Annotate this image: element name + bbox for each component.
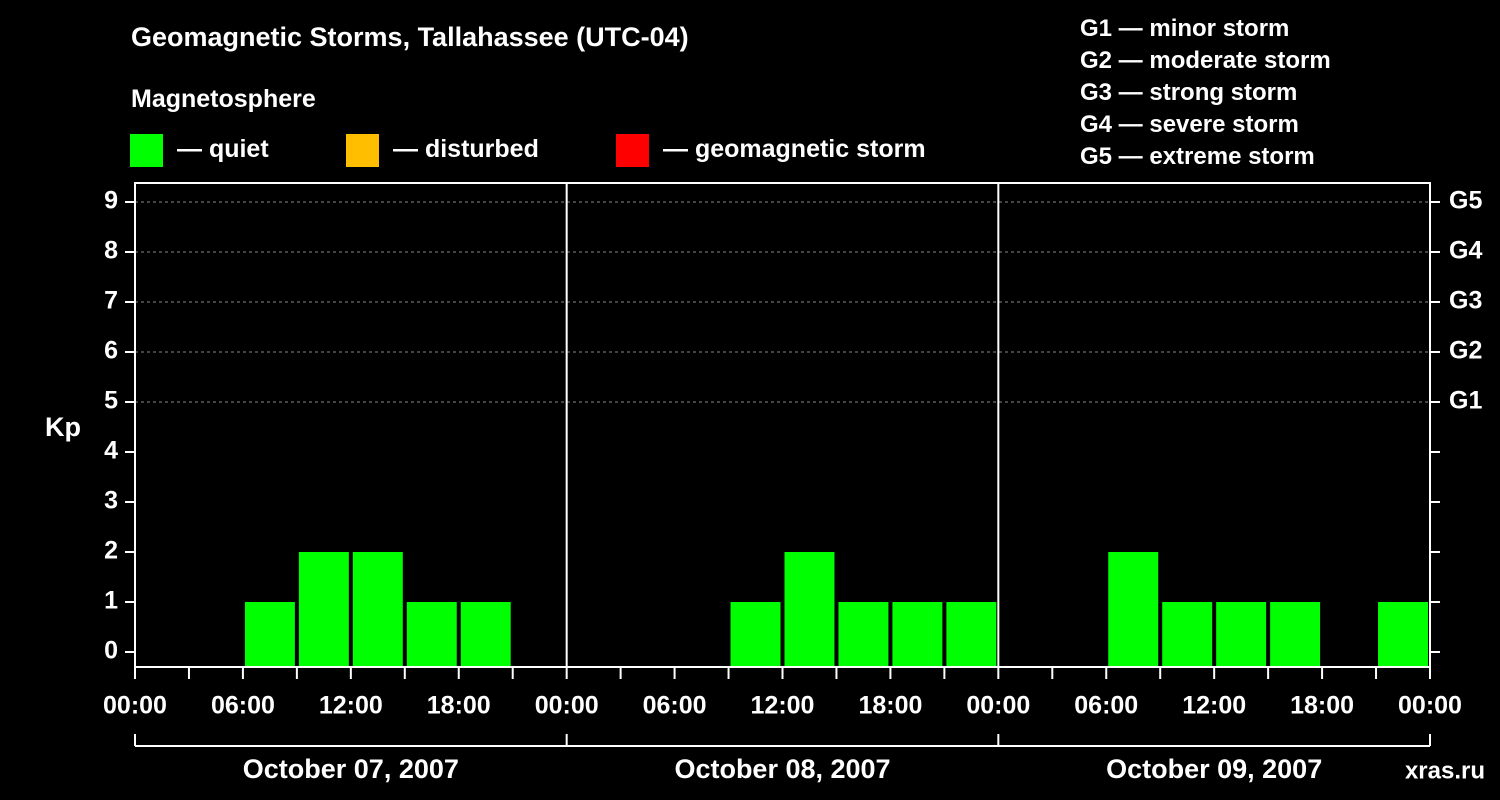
kp-bar <box>1378 602 1428 667</box>
kp-bar <box>460 602 511 667</box>
legend-label-disturbed: — disturbed <box>393 135 539 163</box>
x-tick-label: 12:00 <box>319 692 383 720</box>
date-label: October 07, 2007 <box>243 754 459 784</box>
watermark: xras.ru <box>1405 757 1485 784</box>
g-level-label: G4 <box>1449 237 1482 265</box>
x-tick-label: 18:00 <box>427 692 491 720</box>
chart-title: Geomagnetic Storms, Tallahassee (UTC-04) <box>131 22 689 52</box>
x-tick-label: 18:00 <box>1290 692 1354 720</box>
y-axis-label: Kp <box>45 412 81 442</box>
y-tick-label: 7 <box>104 287 118 315</box>
date-label: October 09, 2007 <box>1106 754 1322 784</box>
kp-bar <box>838 602 889 667</box>
legend-heading: Magnetosphere <box>131 85 316 113</box>
g-scale-item: G3 — strong storm <box>1080 79 1298 106</box>
x-tick-label: 06:00 <box>211 692 275 720</box>
x-tick-label: 18:00 <box>858 692 922 720</box>
legend-swatch-quiet <box>130 134 163 167</box>
y-tick-label: 0 <box>104 637 118 665</box>
y-tick-label: 5 <box>104 387 118 415</box>
kp-bar <box>1270 602 1321 667</box>
x-tick-label: 00:00 <box>966 692 1030 720</box>
y-tick-label: 1 <box>104 587 118 615</box>
g-scale-item: G4 — severe storm <box>1080 111 1299 138</box>
x-tick-label: 12:00 <box>751 692 815 720</box>
g-scale-item: G5 — extreme storm <box>1080 143 1315 170</box>
x-tick-label: 00:00 <box>535 692 599 720</box>
legend-swatch-storm <box>616 134 649 167</box>
kp-bar <box>784 552 835 667</box>
kp-bar <box>1162 602 1213 667</box>
kp-bar <box>406 602 457 667</box>
g-level-label: G3 <box>1449 287 1482 315</box>
kp-bar <box>244 602 295 667</box>
kp-bar <box>730 602 781 667</box>
y-tick-label: 6 <box>104 337 118 365</box>
kp-bar <box>298 552 349 667</box>
x-tick-label: 06:00 <box>643 692 707 720</box>
g-level-label: G2 <box>1449 337 1482 365</box>
kp-bar <box>1108 552 1159 667</box>
date-label: October 08, 2007 <box>674 754 890 784</box>
x-tick-label: 06:00 <box>1074 692 1138 720</box>
legend-label-storm: — geomagnetic storm <box>663 135 926 163</box>
y-tick-label: 2 <box>104 537 118 565</box>
g-scale-legend: G1 — minor storm G2 — moderate storm G3 … <box>1080 13 1331 173</box>
kp-bar <box>352 552 403 667</box>
kp-bar <box>946 602 997 667</box>
x-tick-label: 12:00 <box>1182 692 1246 720</box>
x-tick-label: 00:00 <box>103 692 167 720</box>
y-tick-label: 4 <box>104 437 118 465</box>
kp-bar <box>1216 602 1267 667</box>
y-tick-label: 8 <box>104 237 118 265</box>
y-tick-label: 9 <box>104 187 118 215</box>
g-scale-item: G2 — moderate storm <box>1080 47 1331 74</box>
x-tick-label: 00:00 <box>1398 692 1462 720</box>
y-tick-label: 3 <box>104 487 118 515</box>
kp-bar <box>892 602 943 667</box>
g-level-label: G1 <box>1449 387 1482 415</box>
g-scale-item: G1 — minor storm <box>1080 15 1290 42</box>
g-level-label: G5 <box>1449 187 1482 215</box>
legend-label-quiet: — quiet <box>177 135 269 163</box>
legend-swatch-disturbed <box>346 134 379 167</box>
